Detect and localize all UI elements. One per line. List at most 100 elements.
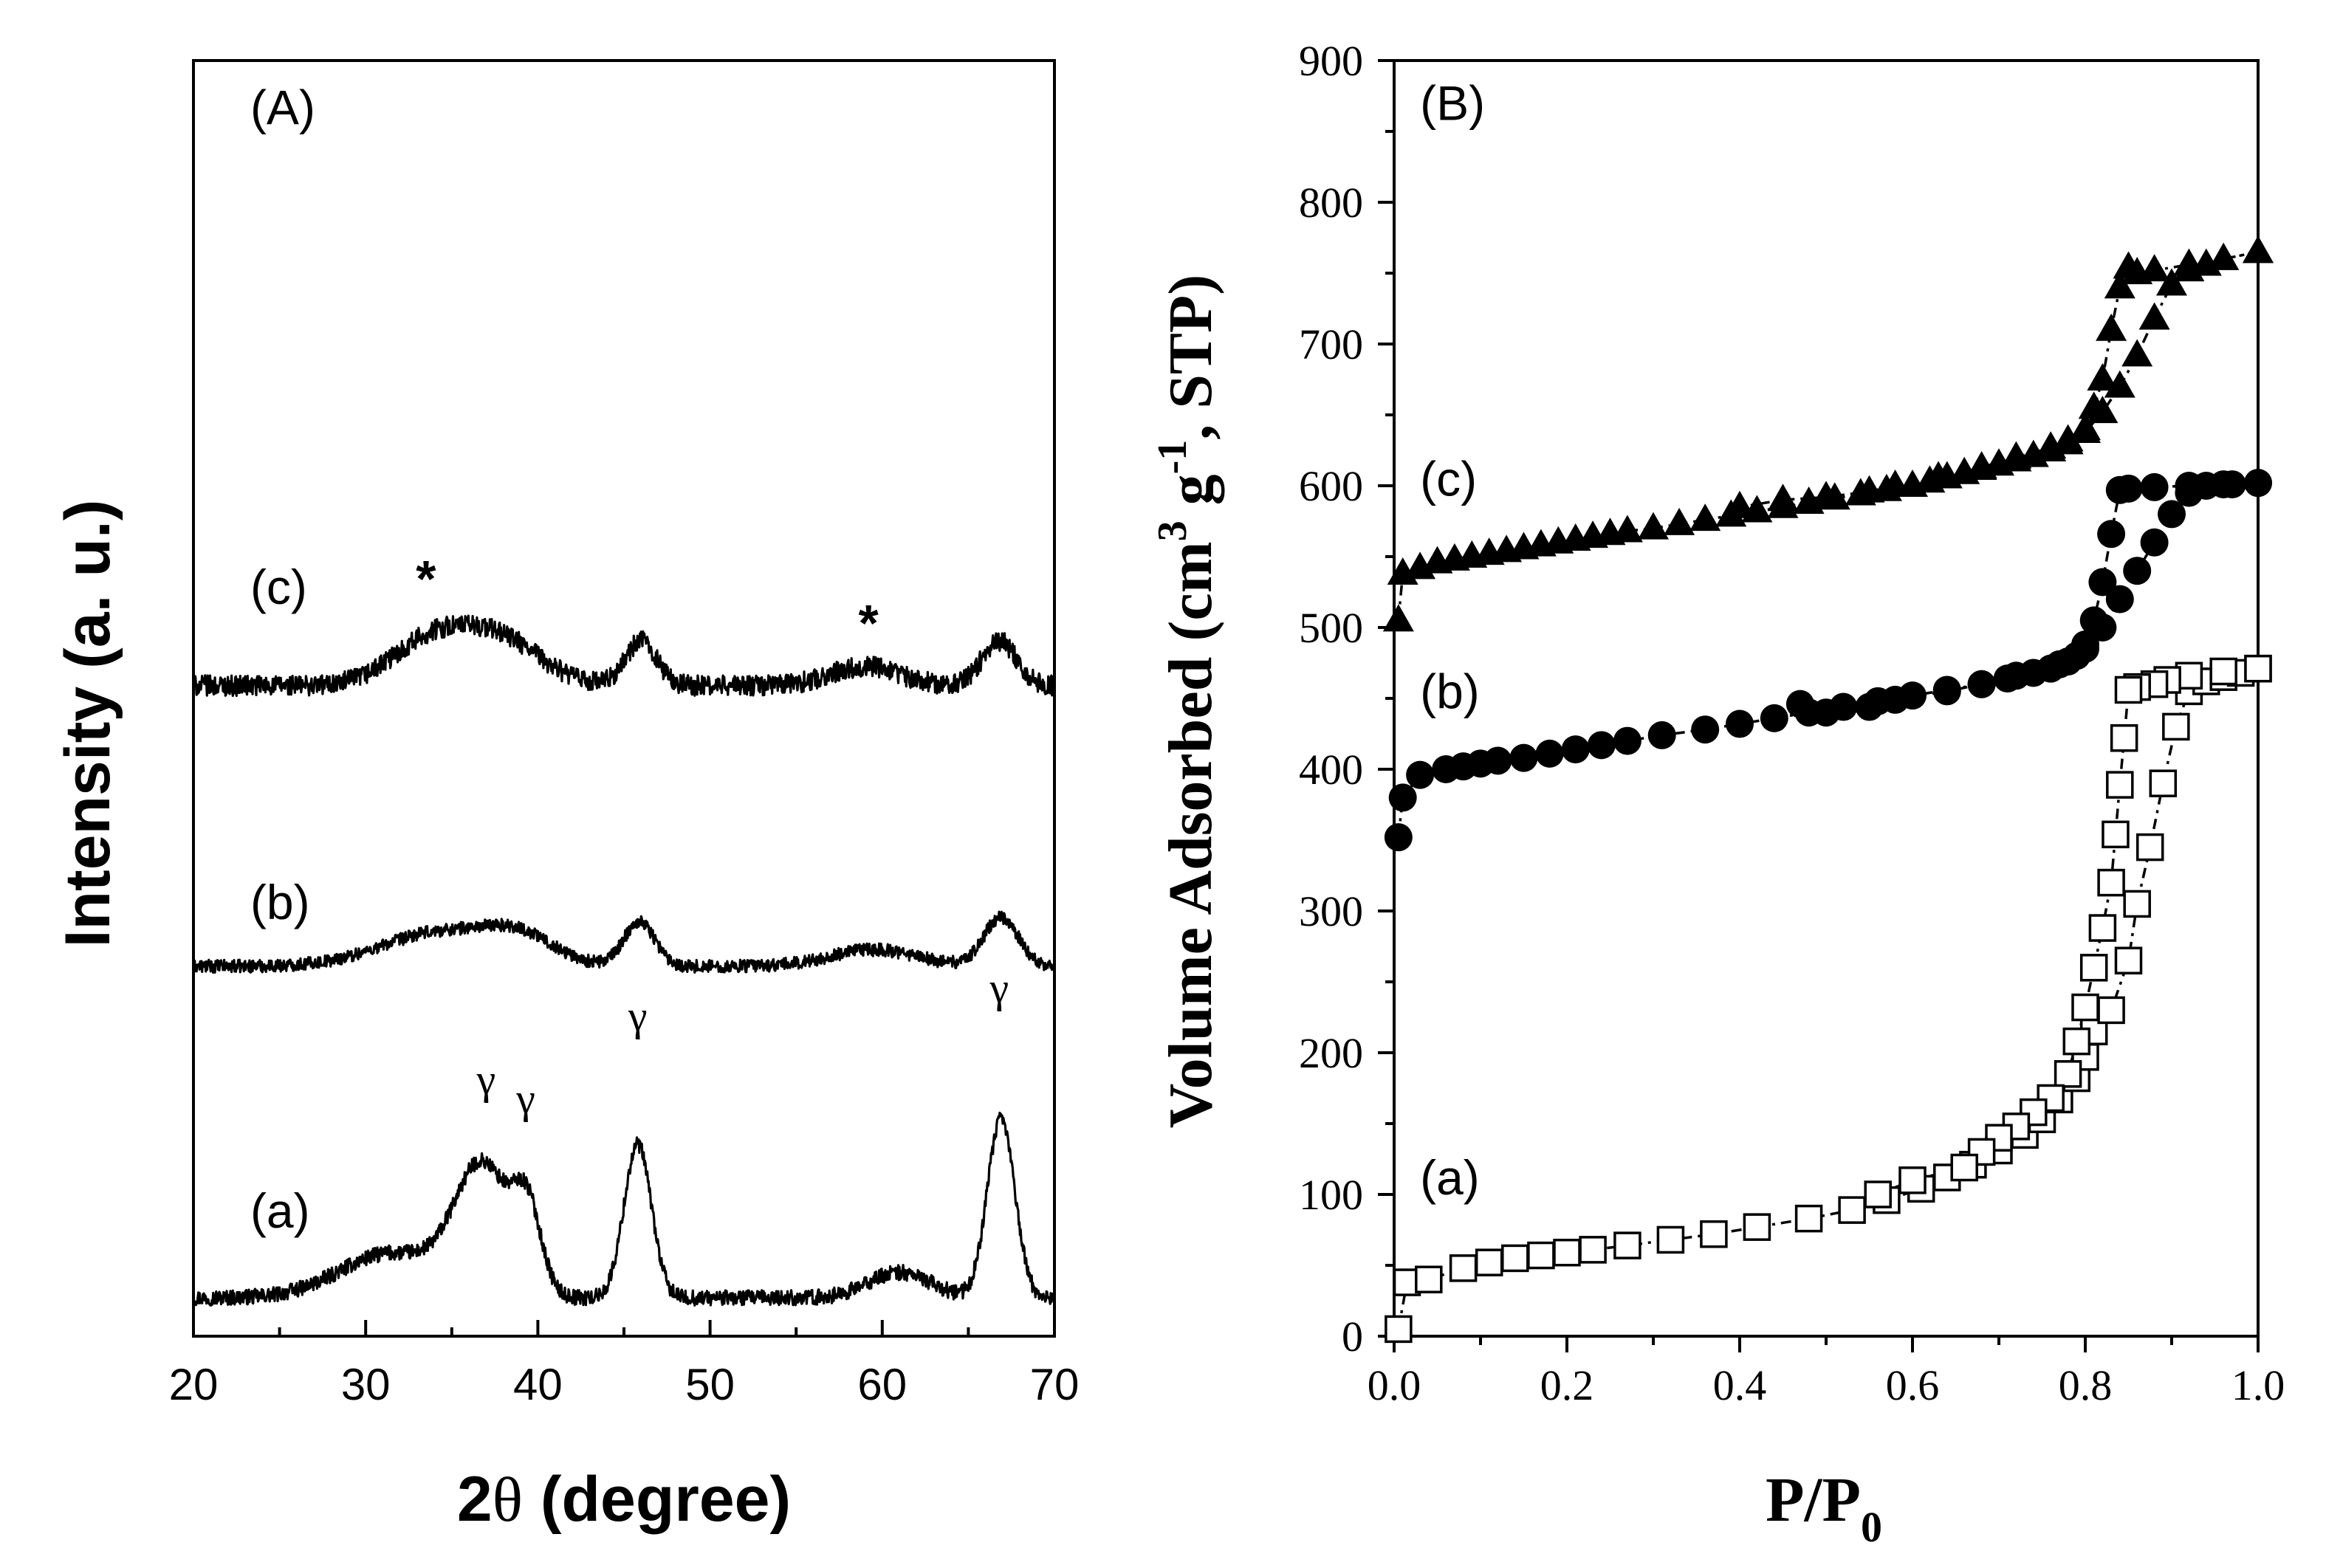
panel-b-series-a-point [2209,657,2237,686]
panel-b-series-a-point [2244,654,2272,683]
panel-b-series-a-point [2054,1060,2082,1088]
panel-a-gamma-annotation: γ [628,991,648,1039]
panel-a-x-axis-title-prefix: 2 [457,1464,493,1535]
panel-b-series-a-point [1656,1225,1685,1254]
panel-b-series-c-point [1689,503,1721,532]
panel-b-series-b-point [1812,698,1840,727]
panel-a-series-label: (b) [250,875,310,929]
panel-a-series-group [192,614,1056,1307]
panel-b-x-tick-label: 0.4 [1713,1361,1767,1409]
panel-b-series-a-point [1864,1180,1892,1208]
panel-b-y-tick-label: 900 [1299,37,1363,85]
panel-b-series-b-point [1932,677,1961,706]
panel-b-label: (B) [1420,76,1485,131]
panel-a-x-tick-label: 50 [685,1360,735,1409]
panel-b-series-a-point [2110,724,2138,752]
panel-b-x-tick-label: 1.0 [2231,1361,2285,1409]
panel-b-series-a-point [1898,1166,1927,1194]
panel-b-series-a-point [2088,914,2117,942]
panel-b-series-b-point [1509,743,1538,772]
panel-b-series-b-point [1647,721,1676,749]
panel-b-y-tick-label: 100 [1299,1171,1363,1219]
panel-b-y-tick-label: 300 [1299,887,1363,935]
panel-b-series-c-point [2113,251,2144,279]
panel-a-series-labels: (a) (b) (c) [250,560,310,1238]
panel-b-x-ticks: 0.0 0.2 0.4 0.6 0.8 1.0 [1368,1336,2285,1409]
panel-b-series-b-point [2037,654,2065,683]
panel-b-series-b-point [1613,726,1641,755]
panel-b-series-a-point [2079,954,2108,982]
panel-b-series-b-point [1785,690,1814,718]
panel-b-y-axis-title: Volume Adsorbed (cm3 g-1, STP) [1150,275,1225,1129]
panel-b-series-a-point [2097,996,2125,1025]
panel-b-series-a-point [1838,1196,1866,1224]
panel-b-y-tick-label: 700 [1299,320,1363,368]
panel-b-series-c-point [2087,363,2119,391]
panel-b-series-a-point [1527,1241,1555,1270]
panel-b-series-a-point [2114,946,2143,974]
panel-b-series-a-point [2149,769,2178,797]
panel-b-series-c-point [2052,424,2084,452]
panel-b-series-b-point [1881,685,1910,714]
panel-b-series-b-point [2088,568,2117,596]
panel-a-x-axis-title-symbol: θ [493,1464,523,1535]
panel-b-series-a-point [1579,1236,1607,1264]
panel-b-series-label: (c) [1420,451,1477,506]
panel-b-y-axis-title-mid: g [1156,474,1225,520]
panel-a-annotations: γ γγγ** [416,550,1009,1123]
panel-a-series-a-line [192,1111,1056,1307]
panel-b-series-c-point [2156,268,2187,296]
panel-b-series-a-point [2106,771,2134,799]
panel-b-series-a-point [2123,890,2151,918]
panel-b-series-b-point [1384,823,1413,852]
panel-b-series-c-point [2208,242,2240,270]
panel-b-series-c-point [1767,484,1799,512]
panel-a-x-tick-label: 40 [513,1360,563,1409]
panel-b-y-tick-label: 200 [1299,1029,1363,1077]
panel-a-x-tick-label: 30 [341,1360,391,1409]
panel-a-x-tick-label: 60 [857,1360,907,1409]
panel-a-asterisk-annotation: * [416,550,436,608]
panel-b-series-b-point [2002,661,2031,690]
panel-b-series-b-point [2105,475,2134,504]
panel-b-y-axis-title-prefix: Volume Adsorbed (cm [1156,541,1225,1128]
panel-b-series-a-desorption-line [1877,667,2259,1196]
panel-b-series-a-point [2114,675,2143,704]
panel-b-series-b [1384,469,2272,852]
panel-b-series-c-point [1966,451,1997,479]
panel-b-y-tick-label: 0 [1342,1313,1363,1361]
panel-b-series-a-point [2020,1098,2048,1127]
panel-b-series-group [1382,235,2274,1344]
panel-b-series-a-point [1743,1213,1771,1241]
panel-b-y-tick-label: 400 [1299,746,1363,794]
panel-b-series-a-point [2062,1027,2091,1056]
panel-b-series-c-point [2000,441,2032,469]
panel-b-series-a-point [1700,1220,1728,1248]
panel-b-x-axis-title: P/P0 [1766,1464,1882,1551]
panel-a-gamma-annotation: γ [989,963,1009,1011]
panel-b-series-a-point [1475,1248,1503,1276]
panel-b-series-a-point [2071,993,2099,1022]
panel-b-y-tick-label: 800 [1299,179,1363,227]
panel-b-series-b-point [1691,715,1720,744]
panel-a-gamma-annotation: γ [476,1056,496,1104]
panel-a-series-c-line [192,614,1056,698]
panel-b-series-c-point [2173,248,2205,276]
panel-a-xrd-chart: 20 30 40 50 60 70 γ γγγ** (a)(b)(c) (A) 2θ (de… [52,59,1080,1535]
panel-b-series-c-point [2138,302,2170,330]
panel-b-series-c-point [2104,370,2135,398]
panel-b-series-label: (a) [1420,1150,1480,1205]
panel-b-series-a-point [1449,1254,1478,1282]
panel-b-series-labels: (a) (b) (c) [1420,451,1480,1205]
panel-a-x-tick-label: 70 [1030,1360,1080,1409]
panel-b-series-b-point [1587,731,1616,760]
panel-b-series-c-point [1923,461,1955,489]
panel-b-series-c-point [1811,481,1842,509]
panel-b-series-b-point [1483,746,1512,775]
panel-b-x-axis-title-sub: 0 [1861,1503,1882,1551]
panel-b-series-c-point [2096,313,2127,341]
panel-b-series-c [1382,235,2274,632]
panel-b-series-a-point [1553,1238,1581,1267]
panel-b-series-b-point [1967,670,1996,698]
